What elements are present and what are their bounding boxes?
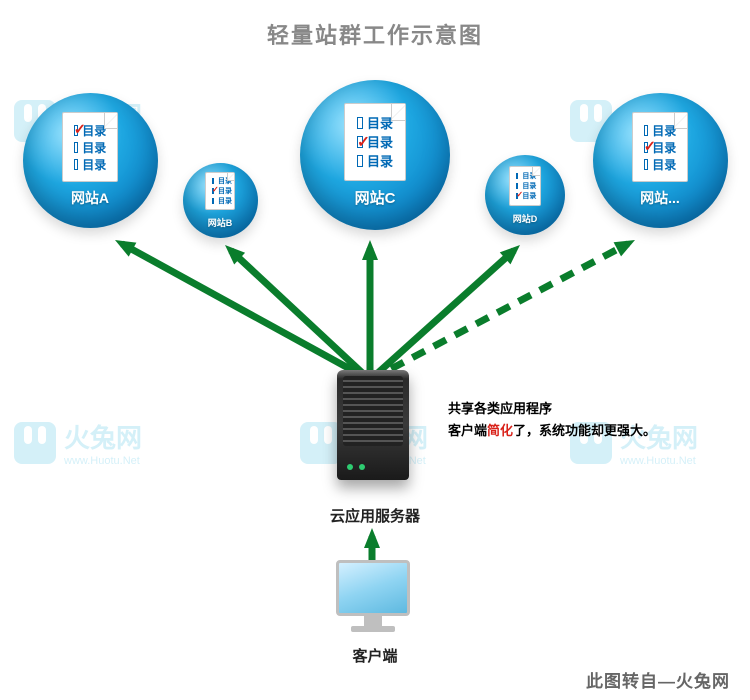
checkbox-icon	[357, 117, 363, 129]
client-icon	[333, 560, 413, 632]
checkbox-icon	[644, 159, 648, 170]
row-label: 目录	[367, 113, 393, 132]
doc-row: 目录	[212, 186, 228, 196]
row-label: 目录	[522, 171, 536, 181]
row-label: 目录	[522, 181, 536, 191]
site-bubble-A: 目录目录目录网站A	[23, 93, 158, 228]
checkbox-checked-icon	[644, 142, 648, 153]
row-label: 目录	[652, 139, 676, 156]
row-label: 目录	[218, 176, 232, 186]
row-label: 目录	[82, 122, 106, 139]
checkbox-icon	[357, 155, 363, 167]
doc-icon: 目录目录目录	[509, 166, 541, 206]
site-bubble-C: 目录目录目录网站C	[300, 80, 450, 230]
site-label: 网站C	[355, 187, 396, 208]
doc-icon: 目录目录目录	[205, 172, 235, 210]
doc-row: 目录	[644, 122, 676, 139]
server-icon	[320, 370, 425, 500]
client-label: 客户端	[0, 645, 750, 666]
doc-row: 目录	[74, 139, 106, 156]
row-label: 目录	[367, 151, 393, 170]
doc-row: 目录	[357, 113, 393, 132]
row-label: 目录	[218, 186, 232, 196]
checkbox-checked-icon	[357, 136, 363, 148]
server-label: 云应用服务器	[0, 505, 750, 526]
checkbox-icon	[212, 198, 214, 204]
row-label: 目录	[82, 156, 106, 173]
row-label: 目录	[522, 191, 536, 201]
doc-row: 目录	[74, 122, 106, 139]
site-bubble-D: 目录目录目录网站D	[485, 155, 565, 235]
diagram-title: 轻量站群工作示意图	[0, 18, 750, 50]
doc-row: 目录	[644, 156, 676, 173]
watermark: 火兔网www.Huotu.Net	[14, 418, 142, 467]
checkbox-icon	[516, 173, 518, 179]
doc-row: 目录	[644, 139, 676, 156]
checkbox-checked-icon	[212, 188, 214, 194]
doc-icon: 目录目录目录	[62, 112, 118, 182]
doc-icon: 目录目录目录	[344, 103, 406, 181]
doc-row: 目录	[357, 132, 393, 151]
description-text: 共享各类应用程序 客户端简化了，系统功能却更强大。	[448, 398, 656, 442]
row-label: 目录	[367, 132, 393, 151]
doc-row: 目录	[357, 151, 393, 170]
site-bubble-E: 目录目录目录网站...	[593, 93, 728, 228]
checkbox-checked-icon	[516, 193, 518, 199]
doc-row: 目录	[516, 191, 533, 201]
checkbox-checked-icon	[74, 125, 78, 136]
checkbox-icon	[74, 142, 78, 153]
site-bubble-B: 目录目录目录网站B	[183, 163, 258, 238]
site-label: 网站...	[640, 188, 680, 208]
row-label: 目录	[652, 156, 676, 173]
doc-row: 目录	[516, 171, 533, 181]
checkbox-icon	[74, 159, 78, 170]
doc-row: 目录	[74, 156, 106, 173]
doc-icon: 目录目录目录	[632, 112, 688, 182]
row-label: 目录	[218, 196, 232, 206]
checkbox-icon	[516, 183, 518, 189]
doc-row: 目录	[212, 196, 228, 206]
checkbox-icon	[644, 125, 648, 136]
site-label: 网站D	[513, 212, 538, 225]
row-label: 目录	[652, 122, 676, 139]
site-label: 网站B	[208, 216, 233, 229]
row-label: 目录	[82, 139, 106, 156]
checkbox-icon	[212, 178, 214, 184]
site-label: 网站A	[71, 188, 109, 208]
footer-credit: 此图转自—火兔网	[586, 667, 730, 692]
